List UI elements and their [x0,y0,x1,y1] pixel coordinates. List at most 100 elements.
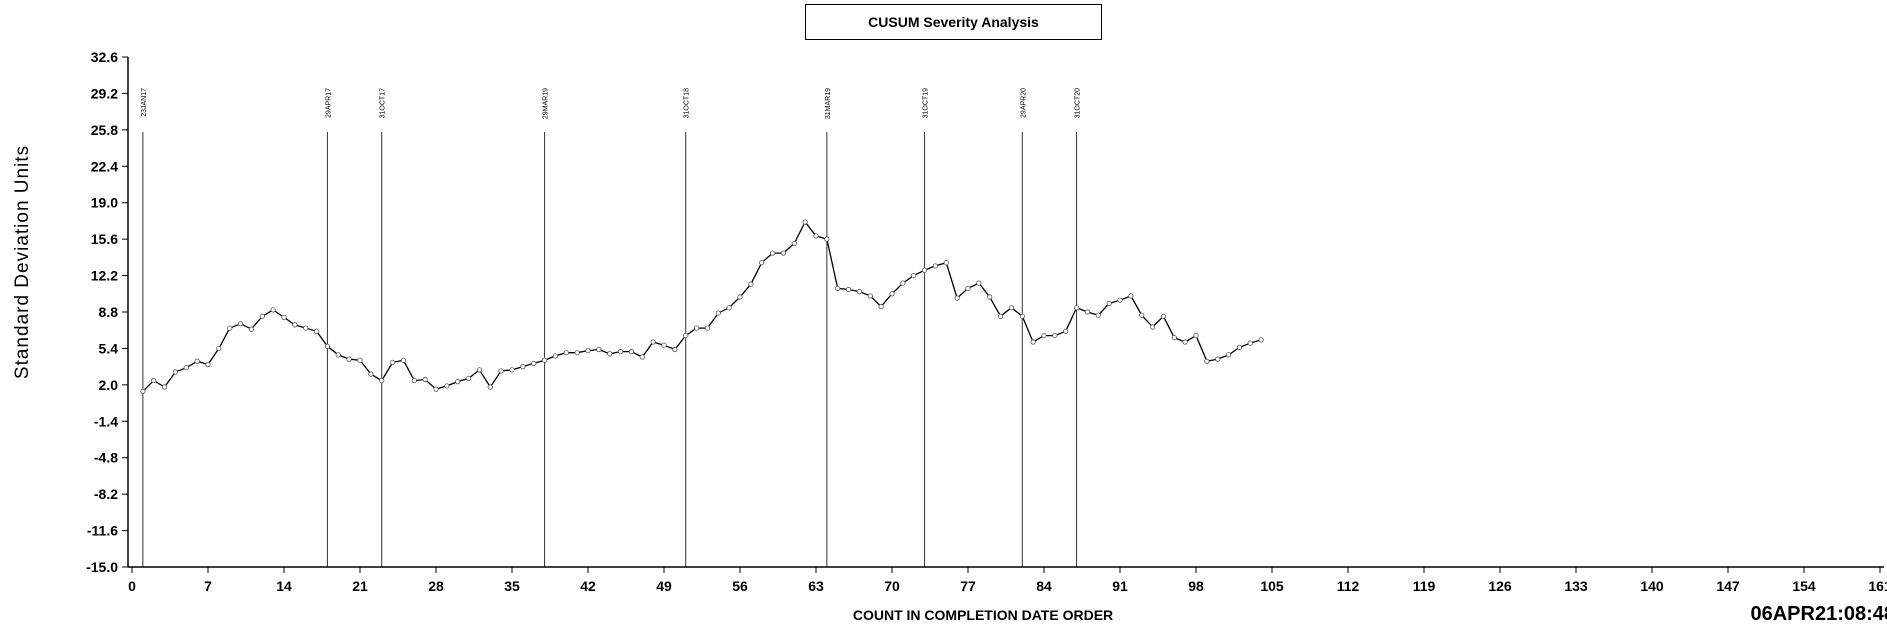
data-point [1193,332,1199,339]
data-point [715,310,721,316]
data-point [932,263,939,269]
data-point [151,377,157,384]
data-point [965,285,971,292]
data-point [368,371,374,377]
y-tick-label: -11.6 [87,523,118,539]
x-axis-label: COUNT IN COMPLETION DATE ORDER [852,607,1114,623]
data-point [997,313,1004,319]
data-point [552,353,559,359]
data-point [520,364,526,370]
y-tick-label: -8.2 [94,486,118,502]
data-point [824,236,830,242]
data-point [856,289,863,295]
data-point [954,295,960,301]
data-point [921,267,928,273]
data-point [433,386,439,392]
data-point [357,357,363,363]
x-tick-label: 63 [808,578,824,594]
data-point [183,365,189,371]
reference-line-label: 31OCT19 [923,88,930,118]
data-point [1030,339,1036,345]
reference-line-label: 29APR20 [1020,88,1027,118]
data-point [1073,305,1080,311]
data-point [346,356,352,362]
data-point [835,285,841,292]
x-tick-label: 161 [1868,578,1887,594]
data-point [498,368,504,374]
data-point [628,349,635,355]
reference-line-label: 23JAN17 [141,88,148,117]
reference-line-label: 31OCT18 [684,88,691,118]
data-point [411,377,417,384]
data-point [313,328,320,334]
data-point [259,313,265,319]
x-tick-label: 42 [580,578,596,594]
data-point [585,347,591,354]
x-tick-label: 0 [128,578,136,594]
y-tick-label: 2.0 [99,377,119,393]
data-point [324,343,331,349]
data-point [270,307,276,313]
data-point [205,361,211,368]
data-point [574,350,580,356]
data-point [1225,352,1232,358]
data-point [726,305,732,311]
data-point [303,325,309,331]
data-point [1171,335,1177,341]
data-point [791,240,797,247]
x-tick-label: 147 [1716,578,1740,594]
data-point [845,286,852,293]
data-point [759,260,765,266]
data-point [943,260,949,266]
data-point [509,367,515,373]
x-tick-label: 49 [656,578,672,594]
x-tick-label: 154 [1792,578,1816,594]
y-tick-label: 22.4 [91,158,118,174]
data-point [889,291,895,297]
data-point [1236,344,1243,350]
data-point [292,322,298,328]
x-tick-label: 140 [1640,578,1664,594]
data-point [1095,312,1101,318]
data-point [1204,358,1210,364]
y-tick-label: -15.0 [86,559,118,575]
data-point [911,272,917,279]
x-tick-label: 119 [1413,578,1436,594]
chart-title: CUSUM Severity Analysis [805,4,1102,40]
data-point [172,369,179,375]
x-tick-label: 21 [352,578,368,594]
data-point [194,358,200,364]
series-cusum [140,219,1264,394]
data-point [802,219,808,225]
data-point [650,339,656,345]
data-point [683,332,689,339]
reference-line-label: 31MAR19 [825,88,832,119]
data-point [487,384,493,390]
reference-line-label: 29APR17 [325,88,332,118]
data-point [563,350,569,356]
x-tick-label: 28 [428,578,444,594]
x-tick-label: 105 [1260,578,1284,594]
data-point [596,346,602,353]
data-point [1008,305,1015,311]
x-tick-label: 98 [1188,578,1204,594]
data-point [465,375,472,382]
data-point [281,314,287,320]
data-point [1215,356,1221,362]
x-tick-label: 14 [276,578,292,594]
reference-line-label: 31OCT17 [380,88,387,118]
data-point [1139,312,1145,318]
data-point [900,280,906,286]
y-tick-label: 29.2 [91,85,118,101]
data-point [867,293,873,299]
data-point [476,367,483,373]
data-point [1063,328,1069,334]
x-tick-label: 7 [204,578,212,594]
x-tick-label: 35 [504,578,520,594]
data-point [704,325,711,331]
reference-lines: 23JAN17 29APR17 31OCT17 29MAR19 31OCT18 31MAR… [141,88,1082,567]
x-tick-label: 126 [1488,578,1512,594]
y-tick-label: 15.6 [91,231,118,247]
data-point [541,357,548,363]
data-point [1084,309,1091,315]
